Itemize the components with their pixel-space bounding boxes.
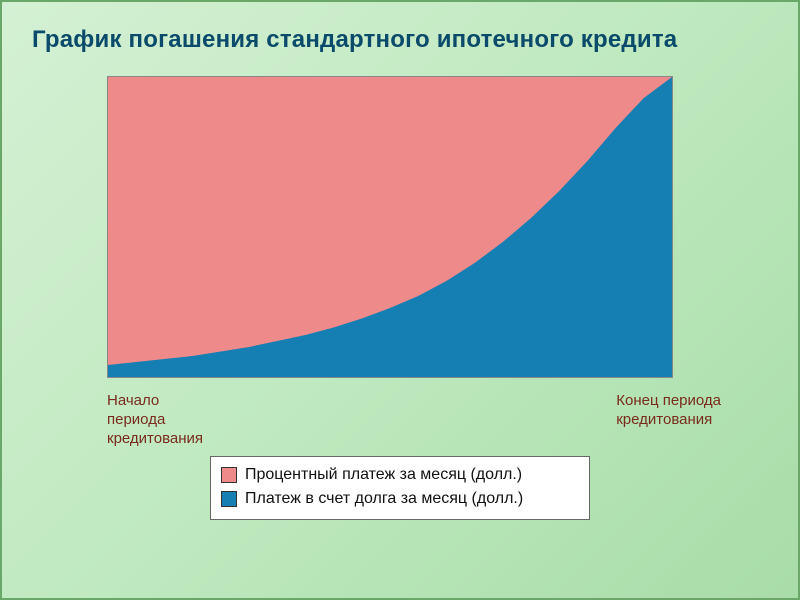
x-label-start: Началопериодакредитования [107, 392, 203, 448]
swatch-principal [221, 491, 237, 507]
x-axis-labels: Началопериодакредитования Конец периодак… [107, 392, 671, 448]
legend: Процентный платеж за месяц (долл.) Плате… [210, 456, 590, 520]
page-title: График погашения стандартного ипотечного… [32, 26, 768, 54]
mortgage-chart [107, 76, 673, 378]
chart-container [107, 76, 768, 378]
slide: График погашения стандартного ипотечного… [0, 0, 800, 600]
legend-item-interest: Процентный платеж за месяц (долл.) [221, 463, 579, 487]
swatch-interest [221, 467, 237, 483]
chart-svg [108, 77, 672, 377]
legend-label-principal: Платеж в счет долга за месяц (долл.) [245, 490, 523, 508]
legend-label-interest: Процентный платеж за месяц (долл.) [245, 466, 522, 484]
x-label-end: Конец периодакредитования [616, 392, 721, 430]
legend-item-principal: Платеж в счет долга за месяц (долл.) [221, 487, 579, 511]
